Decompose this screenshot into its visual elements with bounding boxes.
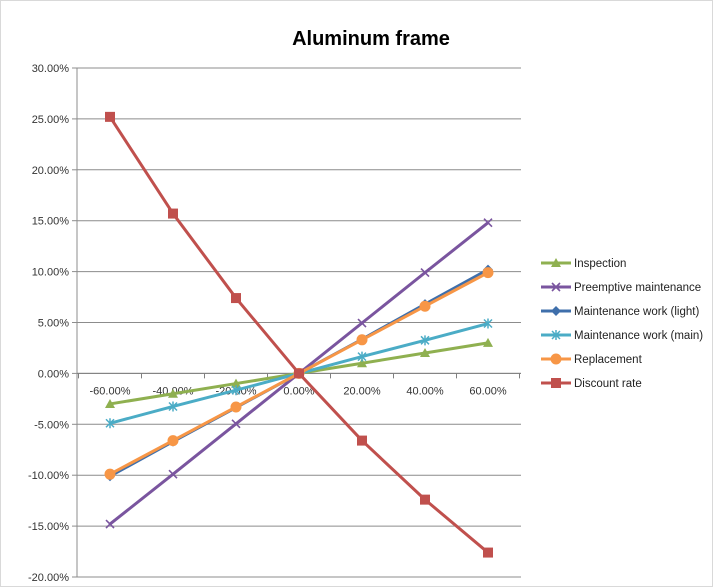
data-point xyxy=(294,368,304,379)
data-point xyxy=(420,494,430,505)
legend-item: Replacement xyxy=(541,353,643,366)
legend-marker xyxy=(551,282,561,292)
data-point xyxy=(231,378,241,388)
y-tick-label: 15.00% xyxy=(32,216,70,228)
y-tick-label: -10.00% xyxy=(28,470,69,482)
legend-marker xyxy=(551,306,561,316)
legend-label: Inspection xyxy=(574,258,626,270)
data-point xyxy=(357,358,367,368)
data-point xyxy=(105,519,115,529)
y-tick-label: 20.00% xyxy=(32,165,70,177)
legend-marker xyxy=(551,330,561,340)
series-layer xyxy=(104,111,494,558)
data-point xyxy=(168,388,178,398)
data-point xyxy=(168,208,178,219)
chart-title: Aluminum frame xyxy=(292,28,450,50)
data-point xyxy=(105,111,115,122)
y-tick-label: 25.00% xyxy=(32,114,70,126)
series-line xyxy=(108,116,489,554)
gridlines xyxy=(77,67,521,578)
x-tick-label: 60.00% xyxy=(469,385,507,397)
data-point xyxy=(482,267,494,279)
legend-marker xyxy=(551,258,561,267)
data-point xyxy=(105,418,115,429)
legend-label: Replacement xyxy=(574,354,643,366)
data-point xyxy=(420,348,430,358)
data-point xyxy=(168,401,178,412)
x-tick-label: 0.00% xyxy=(283,385,314,397)
data-point xyxy=(231,419,241,429)
legend-marker xyxy=(551,378,561,388)
data-point xyxy=(230,401,242,413)
data-point xyxy=(483,318,493,329)
legend-marker xyxy=(550,353,562,365)
legend-item: Discount rate xyxy=(541,378,642,390)
y-tick-label: -5.00% xyxy=(34,419,69,431)
legend-label: Maintenance work (main) xyxy=(574,330,703,342)
data-point xyxy=(356,334,368,346)
x-tick-label: -60.00% xyxy=(90,385,131,397)
data-point xyxy=(357,318,367,328)
data-point xyxy=(168,469,178,479)
data-point xyxy=(104,468,116,480)
data-point xyxy=(483,337,493,347)
data-point xyxy=(419,300,431,312)
data-point xyxy=(105,398,115,408)
y-tick-label: 30.00% xyxy=(32,63,70,75)
data-point xyxy=(231,293,241,304)
y-tick-label: 5.00% xyxy=(38,318,69,330)
y-tick-label: -15.00% xyxy=(28,521,69,533)
legend-item: Maintenance work (main) xyxy=(541,330,703,342)
legend-label: Maintenance work (light) xyxy=(574,306,699,318)
x-tick-label: 40.00% xyxy=(406,385,444,397)
legend-label: Discount rate xyxy=(574,378,642,390)
data-point xyxy=(167,435,179,447)
x-tick-label: 20.00% xyxy=(343,385,381,397)
y-tick-label: 10.00% xyxy=(32,267,70,279)
axes: 30.00% 25.00% 20.00% 15.00% 10.00% 5.00% 0.00%… xyxy=(28,63,521,584)
y-tick-label: -20.00% xyxy=(28,572,69,584)
legend: Inspection Preemptive maintenance Maintena… xyxy=(541,258,703,390)
y-tick-label: 0.00% xyxy=(38,368,69,380)
data-point xyxy=(231,385,241,396)
series-group xyxy=(105,111,493,558)
data-point xyxy=(483,547,493,558)
data-point xyxy=(357,351,367,362)
data-point xyxy=(420,268,430,278)
legend-item: Preemptive maintenance xyxy=(541,282,701,294)
data-point xyxy=(483,218,493,228)
legend-label: Preemptive maintenance xyxy=(574,282,701,294)
legend-item: Maintenance work (light) xyxy=(541,306,699,318)
data-point xyxy=(420,335,430,346)
data-point xyxy=(357,435,367,446)
legend-item: Inspection xyxy=(541,258,626,270)
